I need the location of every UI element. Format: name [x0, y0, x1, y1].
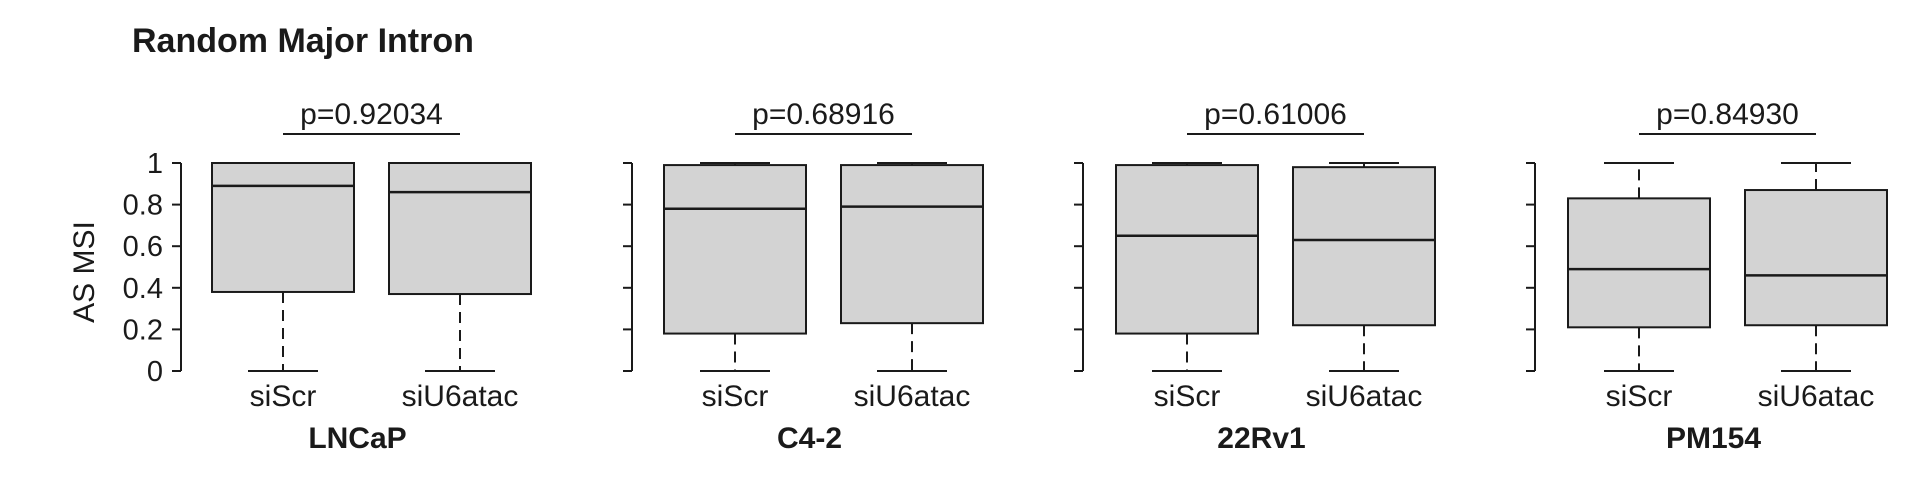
figure-title: Random Major Intron	[132, 22, 474, 60]
p-value-label: p=0.61006	[1204, 98, 1347, 131]
p-value-label: p=0.68916	[752, 98, 895, 131]
box-siscr: siScr	[1115, 162, 1259, 413]
iqr-box	[1115, 164, 1259, 335]
iqr-box	[388, 162, 532, 296]
panel-title: 22Rv1	[1217, 422, 1305, 455]
panel-22rv1: siScr siU6atac p=0.61006 22Rv1	[1074, 98, 1436, 455]
panel-title: C4-2	[777, 422, 842, 455]
panel-title: LNCaP	[308, 422, 406, 455]
panel-c4-2: siScr siU6atac p=0.68916 C4-2	[623, 98, 984, 455]
box-siu6atac: siU6atac	[1744, 162, 1888, 413]
iqr-box	[1744, 189, 1888, 327]
iqr-box	[840, 164, 984, 325]
x-tick-label: siU6atac	[854, 380, 971, 413]
box-siu6atac: siU6atac	[1292, 162, 1436, 413]
x-tick-label: siScr	[1154, 380, 1221, 413]
iqr-box	[663, 164, 807, 335]
y-tick-label: 0	[147, 356, 163, 388]
y-tick-label: 0.8	[123, 190, 163, 222]
x-tick-label: siU6atac	[1306, 380, 1423, 413]
p-value-label: p=0.84930	[1656, 98, 1799, 131]
panels: 0 0.2 0.4 0.6 0.8 1 siScr siU6atac p=0.92034 LNCa…	[123, 98, 1888, 455]
box-siscr: siScr	[211, 162, 355, 413]
box-siu6atac: siU6atac	[840, 162, 984, 413]
x-tick-label: siU6atac	[402, 380, 519, 413]
box-siscr: siScr	[1567, 162, 1711, 413]
panel-pm154: siScr siU6atac p=0.84930 PM154	[1526, 98, 1888, 455]
p-value-label: p=0.92034	[300, 98, 443, 131]
y-tick-label: 1	[147, 148, 163, 180]
box-siscr: siScr	[663, 162, 807, 413]
y-tick-label: 0.6	[123, 231, 163, 263]
x-tick-label: siScr	[702, 380, 769, 413]
box-siu6atac: siU6atac	[388, 162, 532, 413]
iqr-box	[211, 162, 355, 293]
iqr-box	[1567, 197, 1711, 329]
iqr-box	[1292, 166, 1436, 327]
x-tick-label: siScr	[250, 380, 317, 413]
y-tick-label: 0.4	[123, 273, 163, 305]
y-axis-label: AS MSI	[68, 221, 101, 323]
x-tick-label: siScr	[1606, 380, 1673, 413]
panel-title: PM154	[1666, 422, 1761, 455]
x-tick-label: siU6atac	[1758, 380, 1875, 413]
panel-lncap: 0 0.2 0.4 0.6 0.8 1 siScr siU6atac p=0.92034 LNCa…	[123, 98, 532, 455]
y-tick-label: 0.2	[123, 314, 163, 346]
